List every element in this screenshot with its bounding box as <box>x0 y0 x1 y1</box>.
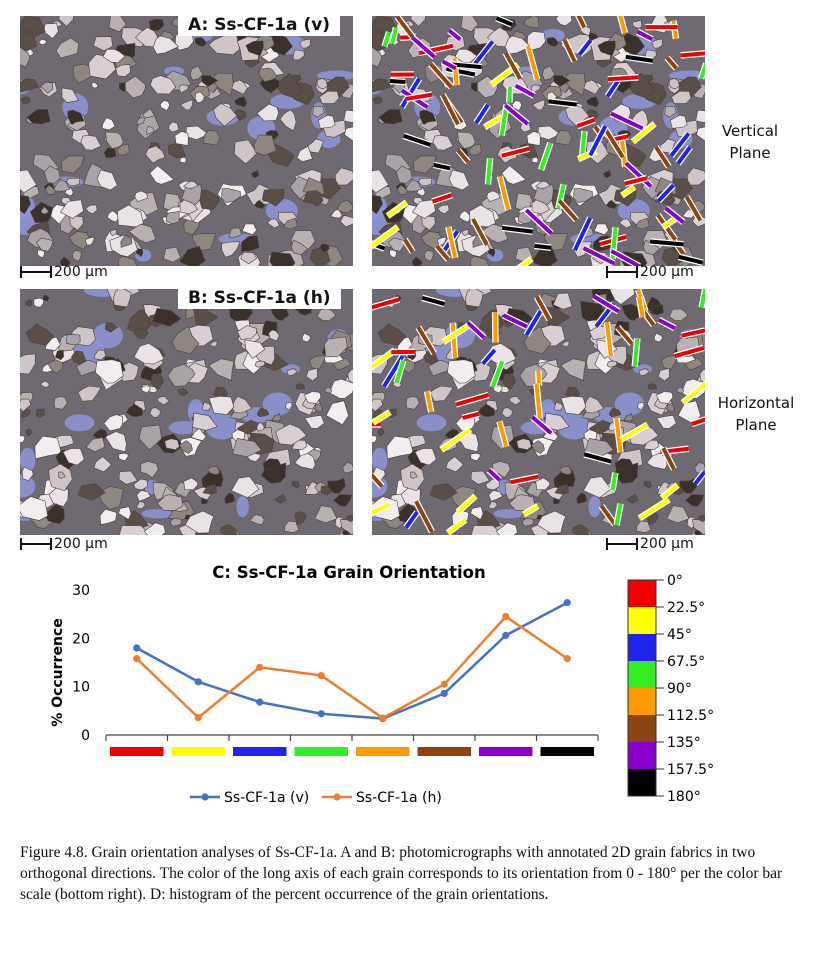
legend-marker <box>201 793 209 801</box>
y-axis-label: % Occurrence <box>50 618 66 726</box>
y-tick-label: 10 <box>72 680 90 696</box>
data-point <box>133 644 141 652</box>
data-point <box>317 671 325 680</box>
colorbar-segment <box>628 715 656 742</box>
colorbar-label: 157.5° <box>667 762 714 778</box>
colorbar-label: 180° <box>667 789 701 805</box>
horizontal-plane-label: Horizontal Plane <box>717 394 795 434</box>
colorbar-segment <box>628 607 656 634</box>
data-point <box>502 631 510 640</box>
colorbar-segment <box>628 688 656 715</box>
legend-label: Ss-CF-1a (h) <box>356 790 442 806</box>
category-swatch <box>294 747 348 756</box>
colorbar-label: 67.5° <box>667 654 705 670</box>
data-point <box>256 698 264 706</box>
photo-b-raw <box>20 289 353 535</box>
data-point <box>317 710 325 718</box>
colorbar-segment <box>628 634 656 661</box>
scale-bar-a-left: 200 µm <box>20 264 108 280</box>
series-line-1 <box>135 614 569 720</box>
category-swatch <box>233 747 287 756</box>
data-point <box>379 714 387 722</box>
photo-a-annotated <box>372 16 705 266</box>
y-tick-label: 0 <box>81 728 90 744</box>
legend-marker <box>333 793 341 801</box>
data-point <box>440 689 448 698</box>
category-swatch <box>479 747 533 756</box>
colorbar-segment <box>628 580 656 607</box>
data-point <box>256 663 264 671</box>
colorbar-label: 90° <box>667 681 692 697</box>
colorbar-label: 112.5° <box>667 708 714 724</box>
data-point <box>502 612 510 621</box>
data-point <box>133 655 141 663</box>
colorbar-label: 0° <box>667 573 683 589</box>
y-tick-label: 20 <box>72 631 90 647</box>
vertical-plane-label: Vertical Plane <box>721 122 779 162</box>
chart-title: C: Ss-CF-1a Grain Orientation <box>212 563 485 582</box>
category-swatch <box>417 747 471 756</box>
panel-a-title: A: Ss-CF-1a (v) <box>178 14 341 36</box>
panel-b-title: B: Ss-CF-1a (h) <box>178 287 341 309</box>
colorbar-segment <box>628 661 656 688</box>
category-swatch <box>356 747 410 756</box>
colorbar-segment <box>628 769 656 796</box>
scale-bar-b-left: 200 µm <box>20 536 108 552</box>
scale-bar-a-right: 200 µm <box>606 264 694 280</box>
photo-b-annotated <box>372 289 705 535</box>
data-point <box>563 655 571 663</box>
scale-bar-b-right: 200 µm <box>606 536 694 552</box>
category-swatch <box>540 747 594 756</box>
y-tick-label: 30 <box>72 583 90 599</box>
colorbar-segment <box>628 742 656 769</box>
grain-orientation-chart: C: Ss-CF-1a Grain Orientation 0 10 20 30 % Oc… <box>50 563 714 806</box>
photo-a-raw <box>20 16 353 266</box>
series-line-0 <box>136 601 568 720</box>
colorbar-label: 135° <box>667 735 701 751</box>
category-swatch <box>110 747 164 756</box>
data-point <box>563 598 571 607</box>
legend-label: Ss-CF-1a (v) <box>224 790 309 806</box>
figure-caption: Figure 4.8. Grain orientation analyses o… <box>20 844 783 903</box>
data-point <box>440 680 448 688</box>
colorbar-label: 45° <box>667 627 692 643</box>
data-point <box>194 714 202 722</box>
category-swatch <box>171 747 225 756</box>
data-point <box>194 678 202 686</box>
colorbar-label: 22.5° <box>667 600 705 616</box>
